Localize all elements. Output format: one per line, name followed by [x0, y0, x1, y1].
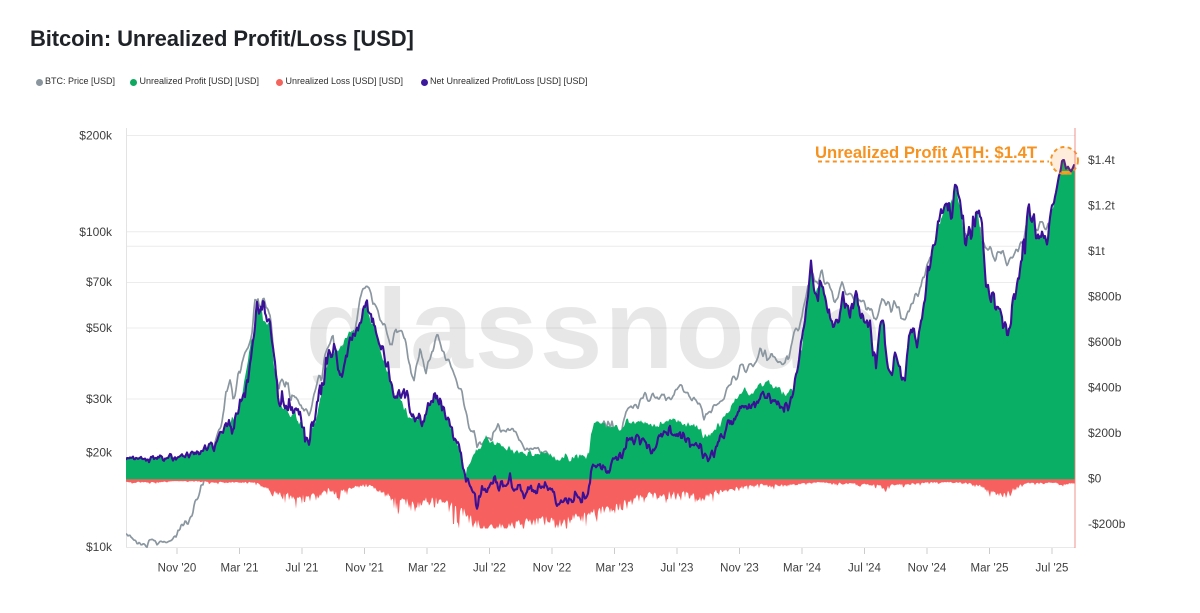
- svg-text:$30k: $30k: [86, 392, 113, 406]
- svg-text:Jul '21: Jul '21: [286, 563, 319, 575]
- svg-text:$200b: $200b: [1088, 426, 1122, 440]
- svg-text:Nov '23: Nov '23: [720, 563, 759, 575]
- svg-text:Mar '25: Mar '25: [971, 563, 1009, 575]
- svg-text:$10k: $10k: [86, 540, 113, 554]
- svg-text:Nov '24: Nov '24: [908, 563, 947, 575]
- svg-text:Jul '22: Jul '22: [473, 563, 506, 575]
- svg-text:$800b: $800b: [1088, 290, 1122, 304]
- svg-text:Jul '24: Jul '24: [848, 563, 881, 575]
- svg-text:$400b: $400b: [1088, 381, 1122, 395]
- svg-text:Jul '25: Jul '25: [1036, 563, 1069, 575]
- svg-text:Nov '21: Nov '21: [345, 563, 384, 575]
- svg-text:Mar '21: Mar '21: [221, 563, 259, 575]
- svg-text:Jul '23: Jul '23: [661, 563, 694, 575]
- svg-text:glassnode: glassnode: [306, 266, 883, 392]
- svg-text:$600b: $600b: [1088, 335, 1122, 349]
- svg-text:Mar '22: Mar '22: [408, 563, 446, 575]
- svg-text:$20k: $20k: [86, 446, 113, 460]
- svg-text:Nov '22: Nov '22: [533, 563, 572, 575]
- svg-text:$100k: $100k: [79, 225, 113, 239]
- svg-text:Mar '23: Mar '23: [596, 563, 634, 575]
- svg-text:$0: $0: [1088, 472, 1102, 486]
- svg-text:$1t: $1t: [1088, 244, 1105, 258]
- svg-text:$1.2t: $1.2t: [1088, 199, 1115, 213]
- svg-text:Nov '20: Nov '20: [158, 563, 197, 575]
- svg-text:$1.4t: $1.4t: [1088, 153, 1115, 167]
- svg-text:-$200b: -$200b: [1088, 517, 1126, 531]
- svg-text:Unrealized Profit ATH: $1.4T: Unrealized Profit ATH: $1.4T: [815, 143, 1038, 162]
- svg-text:$70k: $70k: [86, 275, 113, 289]
- svg-text:$50k: $50k: [86, 321, 113, 335]
- svg-text:$200k: $200k: [79, 129, 113, 143]
- svg-text:Mar '24: Mar '24: [783, 563, 822, 575]
